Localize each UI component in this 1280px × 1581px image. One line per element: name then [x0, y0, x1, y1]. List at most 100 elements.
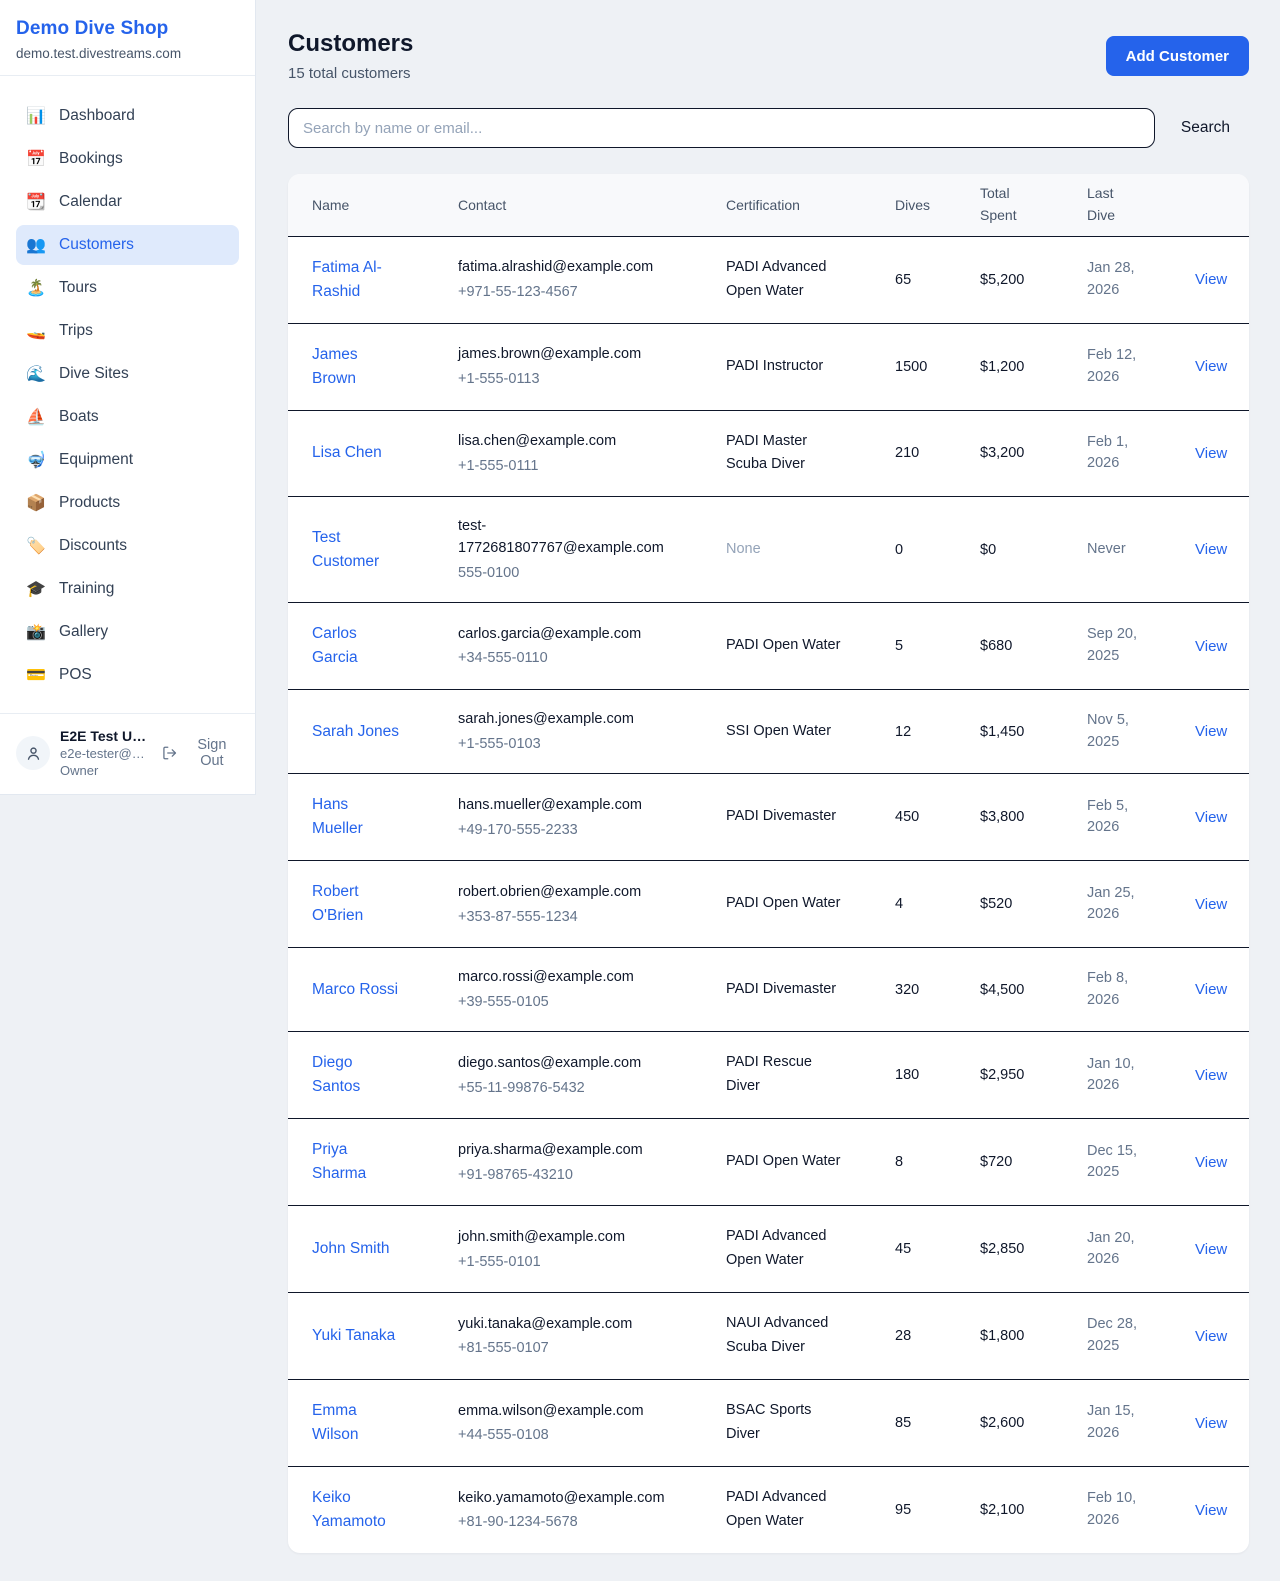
search-input[interactable]	[288, 108, 1155, 148]
view-customer-link[interactable]: View	[1195, 637, 1228, 655]
customer-name-link[interactable]: Yuki Tanaka	[312, 1327, 396, 1345]
table-row: James Brown james.brown@example.com +1-555…	[288, 323, 1249, 411]
last-dive-cell: Nov 5, 2025	[1087, 689, 1195, 775]
customer-name-link[interactable]: James Brown	[312, 345, 358, 387]
sidebar-item-pos[interactable]: 💳 POS	[16, 655, 239, 695]
customer-name-link[interactable]: Test Customer	[312, 528, 380, 570]
customer-email: keiko.yamamoto@example.com	[458, 1489, 665, 1506]
customer-last-dive: Jan 25, 2026	[1087, 884, 1135, 923]
sign-out-button[interactable]: Sign Out	[162, 737, 239, 769]
customer-email: fatima.alrashid@example.com	[458, 258, 654, 275]
customer-name-link[interactable]: Sarah Jones	[312, 722, 400, 740]
sidebar-item-label: POS	[59, 666, 92, 683]
view-customer-link[interactable]: View	[1195, 981, 1228, 999]
customer-email: carlos.garcia@example.com	[458, 625, 642, 642]
customer-name-link[interactable]: Lisa Chen	[312, 444, 382, 462]
column-header-total-spent: Total Spent	[980, 174, 1087, 237]
dives-cell: 85	[895, 1379, 980, 1468]
customer-dives: 450	[895, 809, 920, 826]
sidebar-item-training[interactable]: 🎓 Training	[16, 569, 239, 609]
sidebar-item-equipment[interactable]: 🤿 Equipment	[16, 440, 239, 480]
user-box: E2E Test U… e2e-tester@… Owner Sign Out	[0, 713, 255, 794]
table-row: Emma Wilson emma.wilson@example.com +44-55…	[288, 1379, 1249, 1468]
sidebar-item-products[interactable]: 📦 Products	[16, 483, 239, 523]
dive-sites-icon: 🌊	[26, 366, 46, 383]
sidebar-item-dive-sites[interactable]: 🌊 Dive Sites	[16, 354, 239, 394]
customer-total-spent: $0	[980, 541, 997, 558]
table-row: Lisa Chen lisa.chen@example.com +1-555-011…	[288, 410, 1249, 498]
table-row: Hans Mueller hans.mueller@example.com +49-…	[288, 773, 1249, 862]
customer-name-link[interactable]: Keiko Yamamoto	[312, 1489, 386, 1531]
sidebar-item-label: Calendar	[59, 193, 122, 210]
view-customer-link[interactable]: View	[1195, 1501, 1228, 1519]
discounts-icon: 🏷️	[26, 538, 46, 555]
table-row: Marco Rossi marco.rossi@example.com +39-55…	[288, 947, 1249, 1033]
certification-cell: PADI Divemaster	[726, 773, 895, 862]
sidebar-item-label: Discounts	[59, 537, 128, 554]
customer-phone: +55-11-99876-5432	[458, 1079, 585, 1096]
customer-name-link[interactable]: Marco Rossi	[312, 980, 399, 998]
view-customer-link[interactable]: View	[1195, 541, 1228, 559]
customer-name-link[interactable]: Hans Mueller	[312, 796, 363, 838]
search-button[interactable]: Search	[1181, 119, 1249, 137]
view-customer-link[interactable]: View	[1195, 1066, 1228, 1084]
view-customer-link[interactable]: View	[1195, 1240, 1228, 1258]
view-customer-link[interactable]: View	[1195, 444, 1228, 462]
customer-last-dive: Never	[1087, 540, 1126, 557]
sidebar-item-calendar[interactable]: 📆 Calendar	[16, 182, 239, 222]
brand-title: Demo Dive Shop	[16, 18, 169, 39]
customer-total-spent: $1,800	[980, 1328, 1025, 1345]
customer-certification: PADI Divemaster	[726, 980, 837, 997]
customer-name-link[interactable]: Emma Wilson	[312, 1402, 359, 1444]
last-dive-cell: Dec 15, 2025	[1087, 1118, 1195, 1207]
certification-cell: PADI Open Water	[726, 860, 895, 949]
sidebar-item-dashboard[interactable]: 📊 Dashboard	[16, 96, 239, 136]
sidebar-item-trips[interactable]: 🚤 Trips	[16, 311, 239, 351]
brand-block: Demo Dive Shop demo.test.divestreams.com	[0, 0, 255, 76]
sidebar-item-discounts[interactable]: 🏷️ Discounts	[16, 526, 239, 566]
sidebar-item-customers[interactable]: 👥 Customers	[16, 225, 239, 265]
customer-name-link[interactable]: John Smith	[312, 1240, 390, 1258]
customer-phone: +1-555-0111	[458, 457, 539, 474]
column-header-last-dive: Last Dive	[1087, 174, 1195, 237]
dives-cell: 95	[895, 1467, 980, 1554]
page-title-block: Customers 15 total customers	[288, 30, 413, 82]
customer-phone: +49-170-555-2233	[458, 821, 578, 838]
view-customer-link[interactable]: View	[1195, 895, 1228, 913]
customer-name-link[interactable]: Robert O'Brien	[312, 883, 364, 925]
sidebar-item-bookings[interactable]: 📅 Bookings	[16, 139, 239, 179]
add-customer-button[interactable]: Add Customer	[1105, 36, 1249, 76]
last-dive-cell: Feb 1, 2026	[1087, 410, 1195, 498]
view-customer-link[interactable]: View	[1195, 1414, 1228, 1432]
sidebar-item-gallery[interactable]: 📸 Gallery	[16, 612, 239, 652]
customer-dives: 210	[895, 445, 920, 462]
customer-total-spent: $1,200	[980, 358, 1025, 375]
view-customer-link[interactable]: View	[1195, 808, 1228, 826]
customer-name-link[interactable]: Fatima Al-Rashid	[312, 258, 382, 300]
customer-total-spent: $3,200	[980, 445, 1025, 462]
customer-total-spent: $680	[980, 638, 1013, 655]
customer-name-link[interactable]: Diego Santos	[312, 1054, 361, 1096]
contact-cell: fatima.alrashid@example.com +971-55-123-4…	[458, 236, 726, 324]
view-customer-link[interactable]: View	[1195, 1327, 1228, 1345]
dashboard-icon: 📊	[26, 108, 46, 125]
view-customer-link[interactable]: View	[1195, 271, 1228, 289]
name-cell: Marco Rossi	[288, 947, 458, 1033]
trips-icon: 🚤	[26, 323, 46, 340]
customer-name-link[interactable]: Carlos Garcia	[312, 625, 358, 667]
dives-cell: 320	[895, 947, 980, 1033]
customer-certification: BSAC Sports Diver	[726, 1402, 812, 1443]
customer-certification: PADI Open Water	[726, 895, 841, 912]
customer-name-link[interactable]: Priya Sharma	[312, 1141, 367, 1183]
customer-certification: SSI Open Water	[726, 722, 832, 739]
sidebar-item-tours[interactable]: 🏝️ Tours	[16, 268, 239, 308]
contact-cell: marco.rossi@example.com +39-555-0105	[458, 947, 726, 1033]
sidebar-item-boats[interactable]: ⛵ Boats	[16, 397, 239, 437]
view-customer-link[interactable]: View	[1195, 358, 1228, 376]
column-header-label: Certification	[726, 196, 800, 213]
view-customer-link[interactable]: View	[1195, 723, 1228, 741]
total-spent-cell: $720	[980, 1118, 1087, 1207]
sign-out-label: Sign Out	[197, 737, 227, 769]
page-title: Customers	[288, 30, 414, 57]
view-customer-link[interactable]: View	[1195, 1153, 1228, 1171]
